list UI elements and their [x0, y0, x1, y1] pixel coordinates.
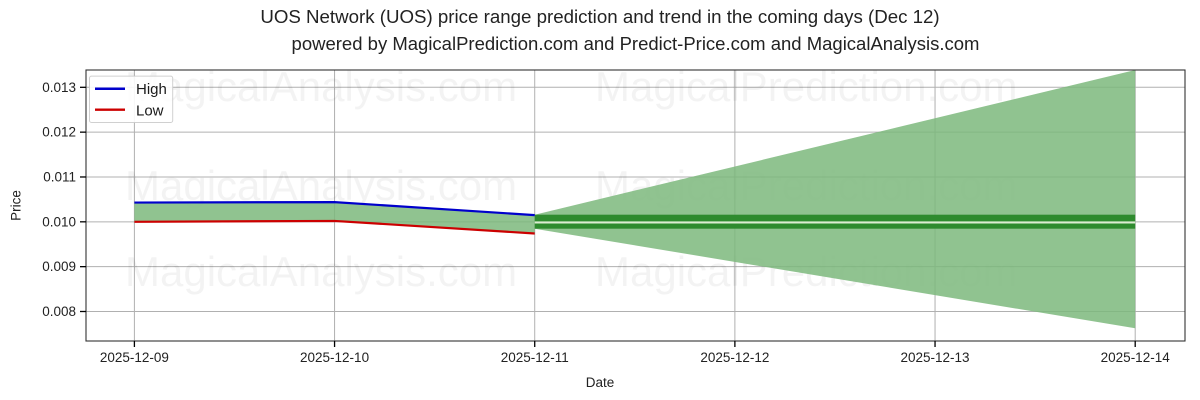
svg-text:0.008: 0.008: [42, 304, 76, 319]
svg-text:0.009: 0.009: [42, 259, 76, 274]
svg-text:0.013: 0.013: [42, 80, 76, 95]
svg-text:High: High: [136, 81, 167, 98]
svg-text:MagicalAnalysis.com: MagicalAnalysis.com: [125, 248, 517, 295]
svg-text:2025-12-10: 2025-12-10: [300, 350, 369, 365]
svg-text:Low: Low: [136, 102, 164, 119]
svg-text:2025-12-11: 2025-12-11: [501, 350, 569, 365]
svg-text:0.010: 0.010: [42, 214, 76, 229]
svg-text:0.011: 0.011: [43, 170, 76, 185]
svg-text:2025-12-14: 2025-12-14: [1101, 350, 1171, 365]
svg-text:2025-12-09: 2025-12-09: [100, 350, 169, 365]
svg-text:2025-12-13: 2025-12-13: [901, 350, 970, 365]
svg-text:2025-12-12: 2025-12-12: [700, 350, 769, 365]
svg-text:0.012: 0.012: [42, 125, 76, 140]
